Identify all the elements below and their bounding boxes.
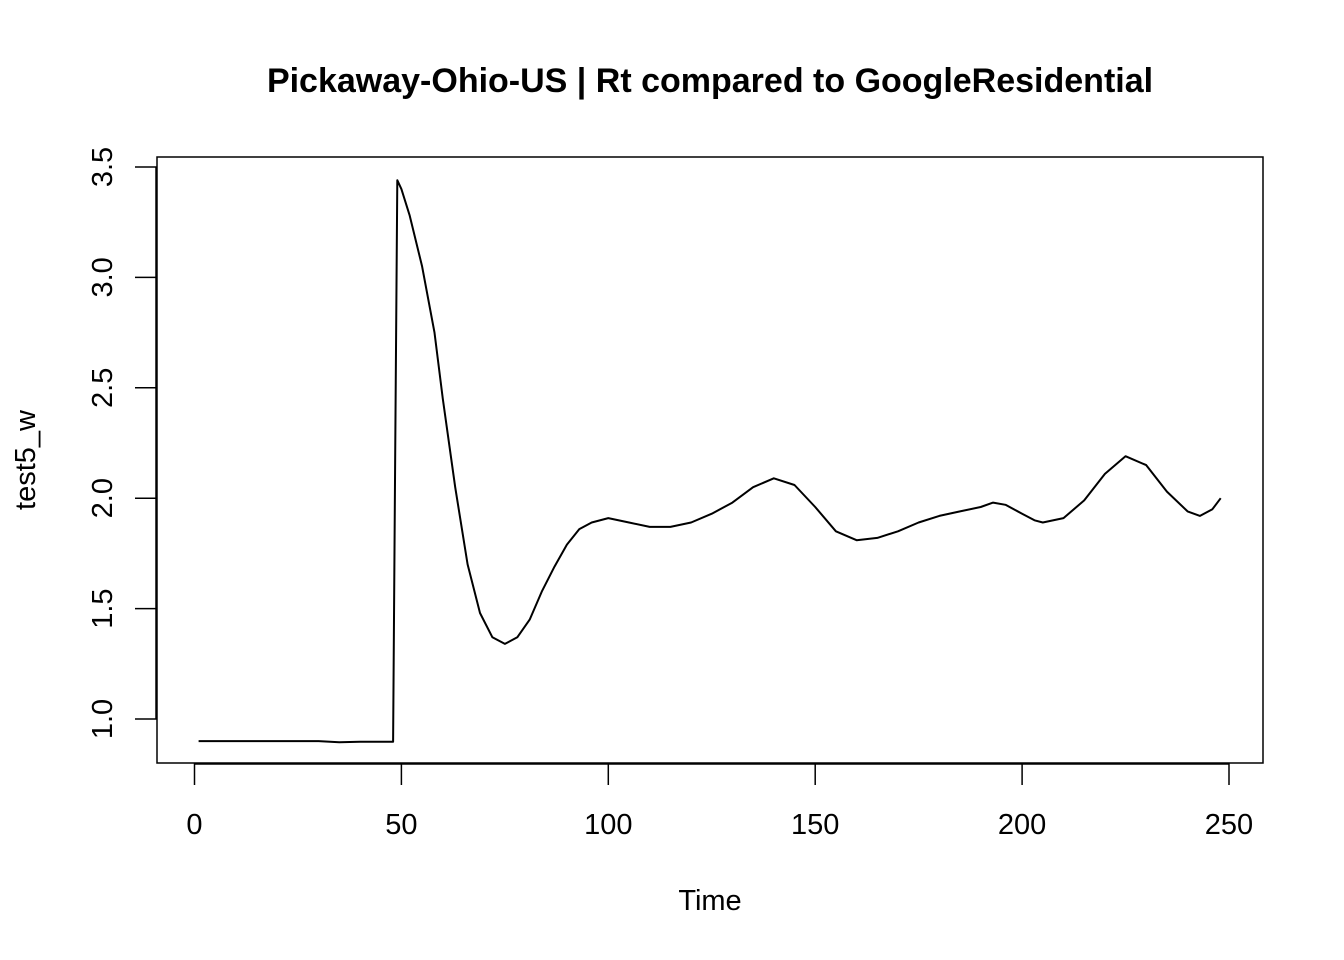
y-axis: 1.0 1.5 2.0 2.5 3.0 3.5 xyxy=(87,147,157,739)
x-tick-label: 200 xyxy=(998,809,1046,841)
y-tick-label: 2.5 xyxy=(87,368,119,408)
x-axis: 0 50 100 150 200 250 xyxy=(186,763,1253,841)
series-layer xyxy=(198,179,1222,744)
series-line xyxy=(198,179,1222,744)
y-tick-label: 3.0 xyxy=(87,257,119,297)
y-tick-label: 3.5 xyxy=(87,147,119,187)
x-tick-label: 50 xyxy=(385,809,417,841)
x-axis-label: Time xyxy=(678,885,741,917)
x-tick-label: 0 xyxy=(186,809,202,841)
y-tick-label: 1.0 xyxy=(87,699,119,739)
plot-area-frame xyxy=(156,156,1264,764)
y-tick-label: 1.5 xyxy=(87,588,119,628)
x-tick-label: 150 xyxy=(791,809,839,841)
x-tick-label: 250 xyxy=(1205,809,1253,841)
y-tick-label: 2.0 xyxy=(87,478,119,518)
x-tick-label: 100 xyxy=(584,809,632,841)
y-axis-label: test5_w xyxy=(10,409,42,510)
chart-title: Pickaway-Ohio-US | Rt compared to Google… xyxy=(267,62,1153,100)
